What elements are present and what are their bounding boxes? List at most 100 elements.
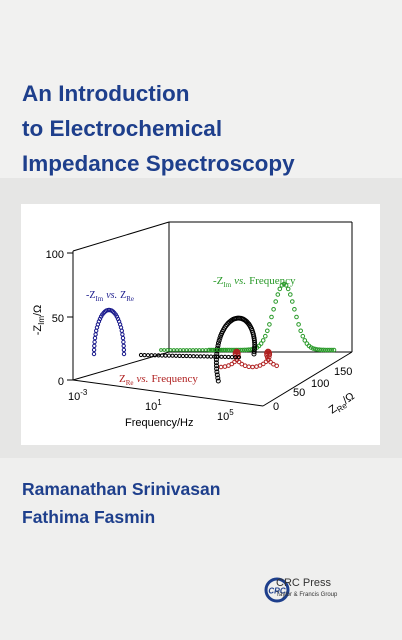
real-marker xyxy=(246,364,252,369)
imag-marker xyxy=(242,347,247,353)
imag-marker xyxy=(269,314,274,320)
imag-marker xyxy=(315,347,320,352)
floor-marker xyxy=(194,354,200,359)
real-marker xyxy=(254,364,259,369)
imag-marker xyxy=(331,347,337,353)
imag-marker xyxy=(263,333,268,339)
real-marker xyxy=(264,351,269,356)
nyquist-marker xyxy=(121,343,126,349)
nyquist-marker xyxy=(120,335,126,341)
floor-marker xyxy=(184,353,189,359)
imag-marker xyxy=(283,283,289,288)
nyquist-marker xyxy=(121,347,127,353)
floor-marker xyxy=(152,353,158,358)
data-markers xyxy=(91,281,337,384)
floor-marker xyxy=(138,352,144,358)
publisher-name: CRC Press xyxy=(276,577,332,589)
nyquist-marker xyxy=(120,332,125,337)
floor-marker xyxy=(191,354,196,359)
floor-marker xyxy=(229,355,235,360)
real-marker xyxy=(218,364,224,370)
nyquist-marker xyxy=(121,339,126,345)
nyquist-curve-label: -ZIm vs. ZRe xyxy=(86,290,134,303)
frequency-axis-line xyxy=(72,379,264,407)
re-tick-150: 150 xyxy=(334,366,352,378)
imag-marker xyxy=(208,347,214,353)
z-tick-100: 100 xyxy=(46,249,64,261)
imag-marker xyxy=(310,346,316,351)
floor-marker xyxy=(222,354,228,359)
real-marker xyxy=(268,359,273,365)
floor-green-marker xyxy=(162,348,167,352)
freq-tick-2: 101 xyxy=(145,398,162,413)
floor-marker xyxy=(226,354,231,360)
imag-marker xyxy=(321,347,326,353)
nyquist-marker xyxy=(91,351,97,357)
imag-marker xyxy=(327,347,333,353)
spiral-marker xyxy=(215,375,221,381)
spiral-marker xyxy=(214,354,219,360)
real-marker xyxy=(232,352,238,358)
floor-marker xyxy=(205,354,210,359)
spiral-marker xyxy=(252,346,257,352)
imag-marker xyxy=(260,338,266,343)
z-axis: 0 50 100 -ZIm/Ω xyxy=(32,249,73,388)
floor-marker xyxy=(219,354,224,359)
imag-marker xyxy=(302,338,308,343)
imag-marker xyxy=(275,292,281,297)
floor-green-marker xyxy=(200,348,205,352)
imag-marker xyxy=(288,292,293,297)
floor-marker xyxy=(236,355,242,360)
real-marker xyxy=(274,363,279,369)
imag-marker xyxy=(294,314,299,320)
imag-marker xyxy=(277,286,283,292)
author-1: Ramanathan Srinivasan xyxy=(22,479,221,499)
spiral-marker xyxy=(215,378,221,384)
imag-marker xyxy=(292,307,297,312)
authors: Ramanathan Srinivasan Fathima Fasmin xyxy=(22,475,220,531)
floor-marker xyxy=(159,353,165,358)
author-2: Fathima Fasmin xyxy=(22,507,156,527)
imag-marker xyxy=(240,347,245,353)
imag-marker xyxy=(313,346,318,352)
floor-green-marker xyxy=(168,348,173,352)
real-marker xyxy=(264,352,269,358)
title-line-2: to Electrochemical xyxy=(22,116,223,141)
floor-green-marker xyxy=(210,348,215,352)
title-line-3: Impedance Spectroscopy xyxy=(22,151,295,176)
z-axis-label: -ZIm/Ω xyxy=(32,305,46,336)
floor-green-marker xyxy=(197,348,202,352)
spiral-marker xyxy=(215,343,221,349)
floor-marker xyxy=(201,354,207,359)
spiral-marker xyxy=(213,360,219,366)
imag-marker xyxy=(290,299,295,304)
floor-marker xyxy=(180,353,186,359)
title-line-1: An Introduction xyxy=(22,81,190,106)
imag-marker xyxy=(298,328,304,334)
spiral-marker xyxy=(216,338,222,343)
cover-bottom-band xyxy=(0,458,402,640)
spiral-marker xyxy=(214,363,219,369)
re-axis-label: ZRe/Ω xyxy=(327,390,358,418)
imag-marker xyxy=(246,347,251,352)
real-curve-label: ZRe vs. Frequency xyxy=(119,373,198,387)
real-marker xyxy=(235,354,241,360)
nyquist-marker xyxy=(92,343,97,349)
spiral-marker xyxy=(214,369,220,375)
imag-marker xyxy=(265,328,270,334)
freq-tick-3: 105 xyxy=(217,408,234,423)
floor-green-marker xyxy=(203,348,208,352)
floor-green-marker xyxy=(194,348,199,352)
publisher-subtitle: Taylor & Francis Group xyxy=(276,592,338,598)
imag-marker xyxy=(273,299,278,304)
floor-marker xyxy=(187,354,193,359)
imag-marker xyxy=(244,347,249,353)
spiral-marker xyxy=(218,333,224,339)
floor-marker xyxy=(142,353,147,358)
floor-marker xyxy=(166,353,172,358)
re-tick-50: 50 xyxy=(293,387,305,399)
imag-marker xyxy=(227,347,233,353)
floor-green-marker xyxy=(223,348,227,352)
imag-marker xyxy=(271,307,276,312)
floor-marker xyxy=(208,354,214,359)
